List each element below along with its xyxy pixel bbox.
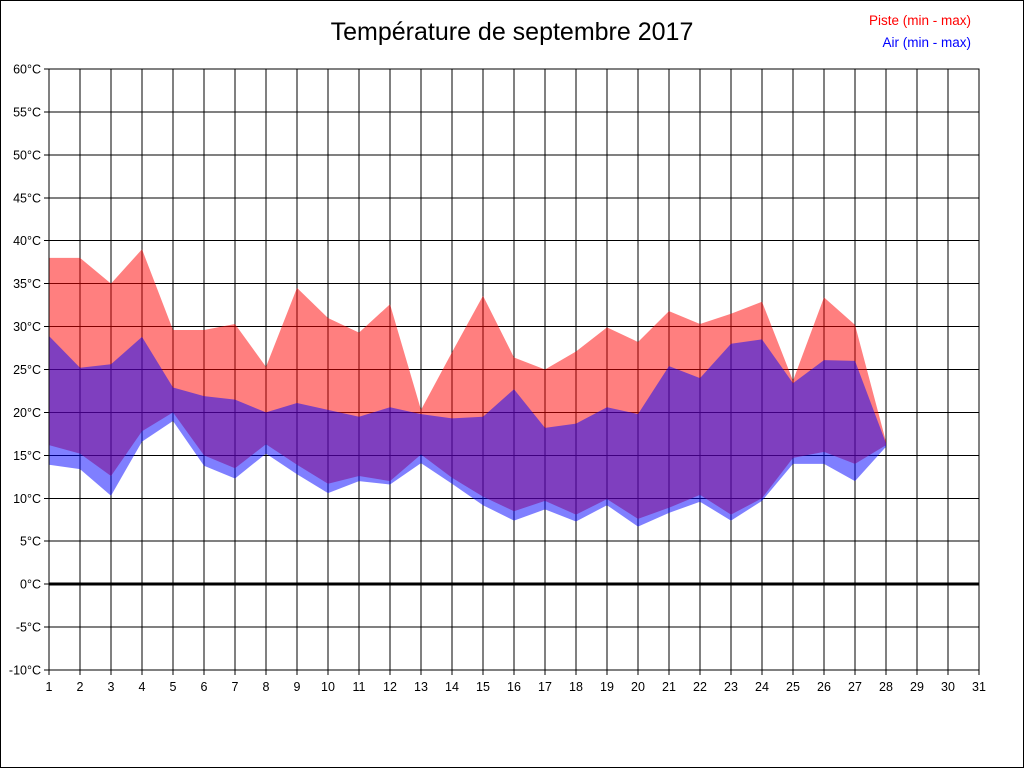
- x-axis-tick-label: 11: [353, 680, 366, 694]
- y-axis-tick-label: 55°C: [13, 105, 41, 119]
- x-axis-tick-label: 30: [941, 680, 955, 694]
- x-axis-tick-label: 6: [201, 680, 208, 694]
- x-axis-tick-label: 20: [631, 680, 645, 694]
- x-axis-tick-label: 29: [910, 680, 924, 694]
- x-axis-tick-label: 12: [383, 680, 397, 694]
- x-axis-tick-label: 28: [879, 680, 893, 694]
- y-axis-tick-label: 25°C: [13, 363, 41, 377]
- x-axis-tick-label: 1: [46, 680, 53, 694]
- x-axis-tick-label: 8: [263, 680, 270, 694]
- x-axis-tick-label: 16: [507, 680, 521, 694]
- air-band: [49, 336, 886, 527]
- x-axis-tick-label: 4: [139, 680, 146, 694]
- y-axis-tick-label: 10°C: [13, 492, 41, 506]
- x-axis-tick-label: 24: [755, 680, 769, 694]
- x-axis-tick-label: 19: [600, 680, 614, 694]
- y-axis-tick-label: -5°C: [16, 621, 41, 635]
- x-axis-tick-label: 31: [972, 680, 986, 694]
- x-axis-tick-label: 10: [321, 680, 335, 694]
- legend-item-piste: Piste (min - max): [868, 13, 971, 28]
- y-axis-tick-label: 50°C: [13, 148, 41, 162]
- x-axis-tick-label: 17: [538, 680, 552, 694]
- chart-title: Température de septembre 2017: [330, 18, 694, 46]
- x-axis-tick-label: 15: [476, 680, 490, 694]
- y-axis-tick-label: 30°C: [13, 320, 41, 334]
- y-axis-tick-label: 60°C: [13, 63, 41, 77]
- x-axis-tick-label: 2: [77, 680, 84, 694]
- y-axis-tick-label: 45°C: [13, 191, 41, 205]
- x-axis-tick-label: 7: [232, 680, 239, 694]
- legend-item-air: Air (min - max): [882, 35, 972, 50]
- x-axis-tick-label: 13: [414, 680, 428, 694]
- x-axis-tick-label: 9: [294, 680, 301, 694]
- x-axis-labels: 1 2 3 4 5 6 7 8 9 10 11 12 13 14 15 16 17 18 19 20 21 22 23 24 2…: [46, 680, 986, 694]
- x-axis-tick-label: 22: [693, 680, 707, 694]
- y-axis-tick-label: 20°C: [13, 406, 41, 420]
- x-axis-tick-label: 25: [786, 680, 800, 694]
- x-axis-tick-label: 14: [445, 680, 459, 694]
- y-axis-tick-label: 5°C: [20, 535, 41, 549]
- x-axis-tick-label: 18: [569, 680, 583, 694]
- y-axis-tick-label: 15°C: [13, 449, 41, 463]
- x-axis-tick-label: 26: [817, 680, 831, 694]
- x-axis-tick-label: 5: [170, 680, 177, 694]
- chart-legend: Piste (min - max) Air (min - max): [869, 10, 971, 54]
- x-axis-tick-label: 27: [848, 680, 862, 694]
- y-axis-tick-label: 0°C: [20, 578, 41, 592]
- y-axis-tick-label: -10°C: [9, 664, 41, 678]
- tick-marks: [44, 68, 980, 675]
- x-axis-tick-label: 3: [108, 680, 115, 694]
- x-axis-tick-label: 23: [724, 680, 738, 694]
- y-axis-tick-label: 40°C: [13, 234, 41, 248]
- y-axis-labels: 60°C 55°C 50°C 45°C 40°C 35°C 30°C 25°C 20°C 15°C…: [9, 63, 41, 678]
- x-axis-tick-label: 21: [662, 680, 676, 694]
- y-axis-tick-label: 35°C: [13, 277, 41, 291]
